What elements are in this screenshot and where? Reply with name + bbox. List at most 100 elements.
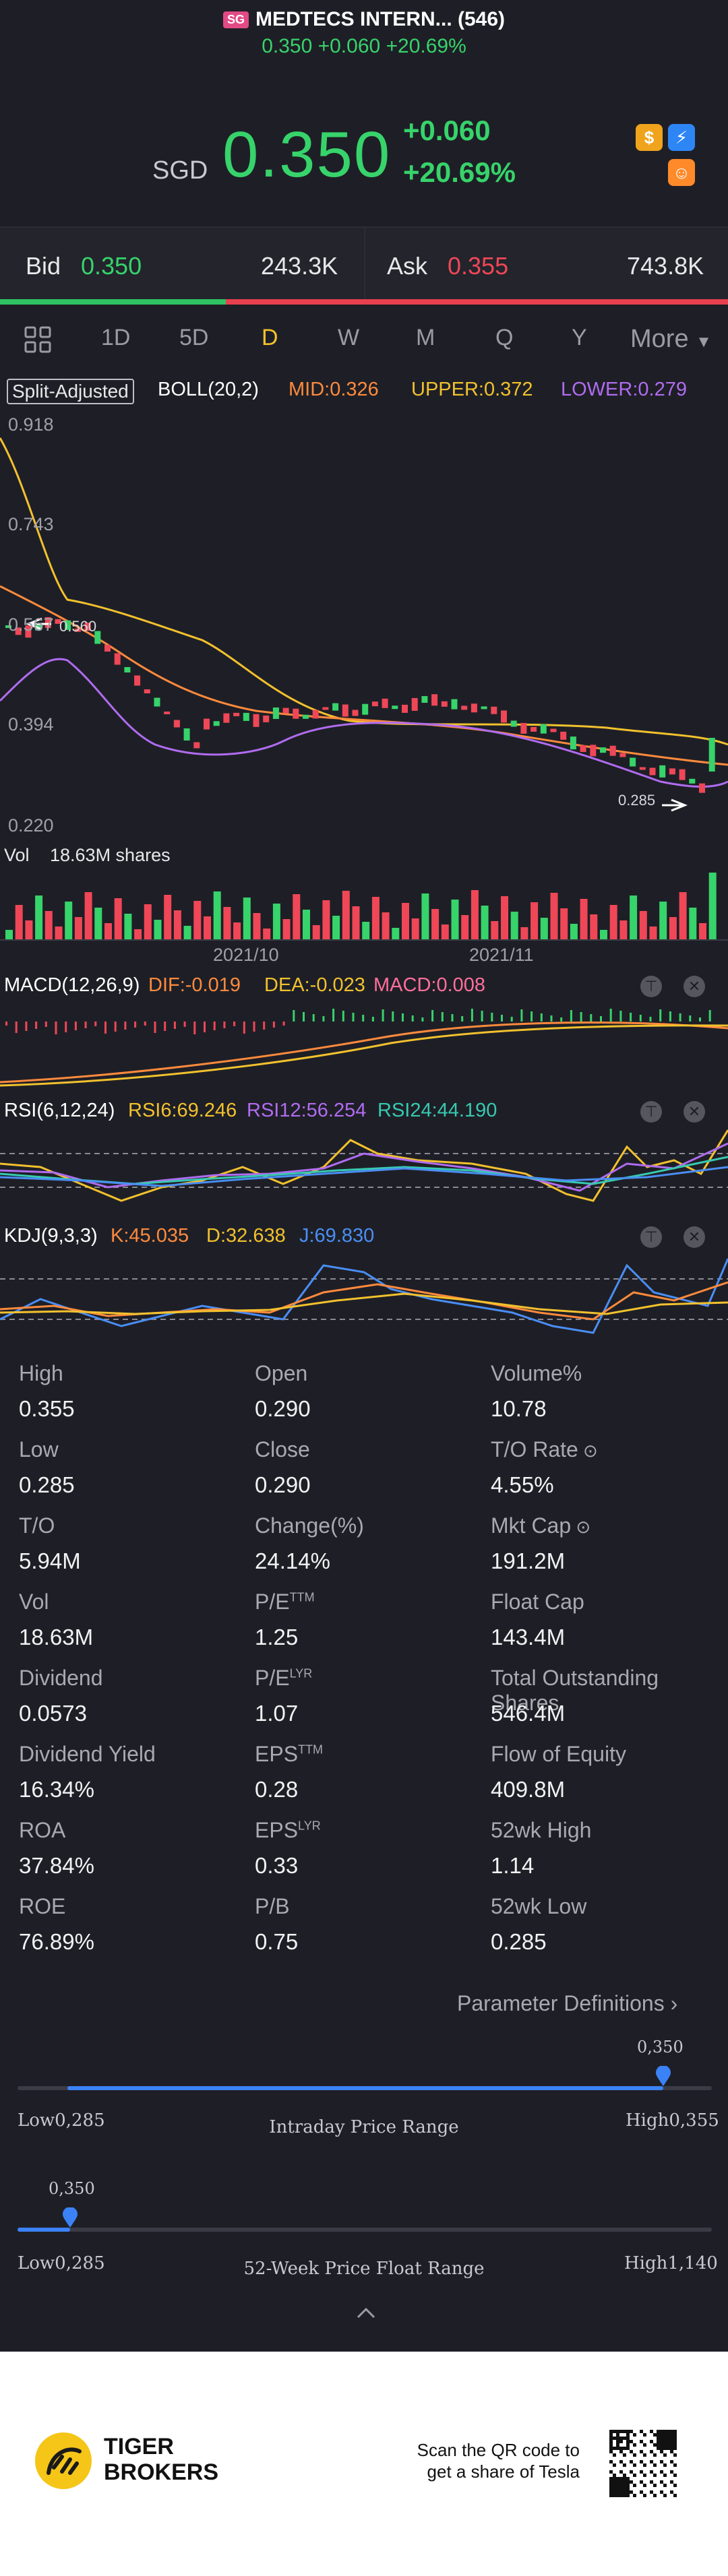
intraday-title: Intraday Price Range: [269, 2117, 459, 2137]
split-adjusted-toggle[interactable]: Split-Adjusted: [7, 379, 134, 404]
volume-bar: [669, 917, 677, 940]
week52-title: 52-Week Price Float Range: [243, 2259, 485, 2279]
macd-bar: [282, 1022, 285, 1026]
close-icon[interactable]: ✕: [684, 1226, 705, 1248]
stock-title: SG MEDTECS INTERN... (546): [0, 8, 728, 31]
tab-year[interactable]: Y: [572, 325, 587, 350]
candle: [44, 617, 51, 628]
volume-bar: [183, 926, 191, 940]
candle: [530, 726, 537, 732]
candle: [461, 705, 468, 710]
candle: [352, 710, 359, 716]
bolt-icon[interactable]: ⚡: [668, 124, 695, 151]
tab-1d[interactable]: 1D: [101, 325, 131, 350]
info-icon[interactable]: ⊙: [578, 1441, 598, 1461]
volume-bar: [481, 906, 489, 940]
candle: [501, 710, 507, 723]
volume-bar: [689, 908, 697, 940]
pin-icon[interactable]: ⊤: [640, 1101, 662, 1123]
tab-month[interactable]: M: [416, 325, 435, 350]
volume-bar: [491, 921, 499, 940]
volume-bar: [94, 908, 102, 940]
macd-bar: [471, 1009, 473, 1022]
parameter-definitions-link[interactable]: Parameter Definitions ›: [457, 1991, 677, 2016]
stat-value: 37.84%: [19, 1853, 94, 1878]
kdj-d: D:32.638: [206, 1225, 286, 1247]
macd-bar: [352, 1013, 355, 1022]
pin-icon[interactable]: ⊤: [640, 1226, 662, 1248]
stat-label: T/O: [19, 1513, 55, 1538]
volume-bar: [193, 901, 202, 940]
volume-bar: [243, 898, 251, 940]
candle: [382, 698, 388, 708]
macd-bar: [55, 1022, 57, 1034]
x-axis-label-oct: 2021/10: [213, 945, 279, 965]
volume-bar: [619, 920, 628, 940]
volume-bar: [253, 913, 261, 940]
close-icon[interactable]: ✕: [684, 1101, 705, 1123]
volume-bar: [708, 873, 717, 940]
cta-line-1: Scan the QR code to: [417, 2440, 580, 2460]
candle: [322, 707, 329, 710]
close-icon[interactable]: ✕: [684, 976, 705, 997]
macd-bar: [689, 1015, 692, 1022]
boll-label[interactable]: BOLL(20,2): [158, 379, 259, 400]
caret-down-icon: ▼: [696, 333, 712, 351]
macd-bar: [322, 1016, 325, 1022]
brand-line-1: TIGER: [104, 2434, 174, 2459]
volume-bar: [362, 922, 370, 940]
candle: [223, 713, 230, 723]
tab-week[interactable]: W: [338, 325, 360, 350]
volume-bar: [223, 907, 231, 940]
qr-code[interactable]: [609, 2430, 677, 2497]
info-icon[interactable]: ⊙: [571, 1517, 591, 1537]
macd-bar: [461, 1016, 464, 1022]
volume-bar: [461, 915, 469, 940]
bid-label: Bid: [26, 252, 61, 280]
macd-bar: [411, 1015, 414, 1022]
stat-value: 0.355: [19, 1396, 75, 1421]
week52-track: [18, 2228, 712, 2232]
candle: [560, 731, 567, 740]
stat-value: 4.55%: [491, 1472, 554, 1497]
low-marker-label: 0.285: [618, 792, 656, 809]
stat-value: 191.2M: [491, 1548, 566, 1573]
macd-dif: DIF:-0.019: [148, 974, 241, 996]
volume-bar: [144, 904, 152, 940]
volume-bar: [35, 896, 43, 940]
volume-bar: [501, 896, 508, 940]
stat-label: EPSTTM: [255, 1742, 324, 1766]
promo-footer: TIGER BROKERS Scan the QR code to get a …: [0, 2352, 728, 2576]
candle: [421, 696, 428, 703]
volume-bar: [263, 929, 271, 940]
volume-bar: [639, 911, 647, 940]
volume-bar: [5, 930, 13, 940]
tab-quarter[interactable]: Q: [495, 325, 514, 350]
divider: [364, 228, 365, 302]
candle: [481, 706, 487, 710]
tab-day[interactable]: D: [262, 325, 278, 350]
volume-bar: [124, 914, 132, 940]
candle: [609, 745, 616, 756]
tab-more[interactable]: More ▼: [630, 325, 712, 354]
price-chart[interactable]: [0, 404, 728, 970]
stat-label: Float Cap: [491, 1590, 584, 1614]
pin-icon[interactable]: ⊤: [640, 976, 662, 997]
dollar-icon[interactable]: $: [636, 124, 663, 151]
volume-bar: [441, 924, 449, 940]
macd-bar: [253, 1022, 255, 1032]
candle: [520, 722, 527, 734]
stat-value: 5.94M: [19, 1548, 81, 1573]
boll-mid-line: [0, 585, 728, 766]
macd-bar: [25, 1022, 28, 1031]
app-icon[interactable]: ☺: [668, 159, 695, 186]
macd-bar: [371, 1017, 374, 1022]
tab-5d[interactable]: 5D: [179, 325, 209, 350]
layout-grid-icon[interactable]: [23, 325, 54, 354]
stat-value: 546.4M: [491, 1701, 566, 1726]
candle: [55, 619, 61, 624]
stat-label: Open: [255, 1361, 308, 1385]
chevron-up-icon[interactable]: [356, 2306, 376, 2323]
candle: [669, 768, 675, 775]
candle: [679, 769, 686, 780]
